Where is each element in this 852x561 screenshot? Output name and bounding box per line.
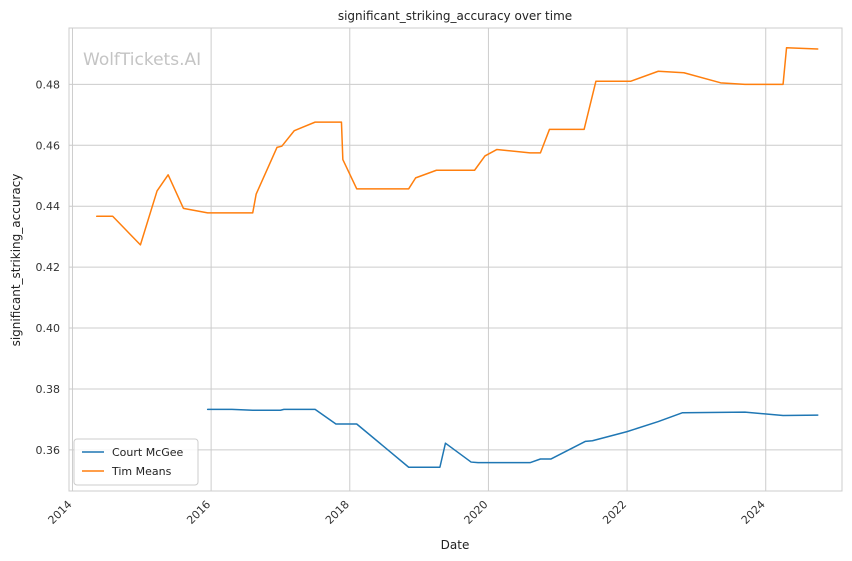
grid bbox=[69, 28, 842, 491]
y-tick-label: 0.42 bbox=[36, 261, 61, 274]
y-tick-label: 0.44 bbox=[36, 200, 61, 213]
y-axis-title: significant_striking_accuracy bbox=[9, 174, 23, 347]
x-tick-label: 2018 bbox=[323, 498, 352, 527]
x-tick-label: 2022 bbox=[600, 498, 629, 527]
plot-frame bbox=[68, 27, 843, 492]
y-tick-label: 0.48 bbox=[36, 78, 61, 91]
y-tick-labels: 0.36 0.38 0.40 0.42 0.44 0.46 0.48 bbox=[36, 78, 61, 457]
legend: Court McGee Tim Means bbox=[73, 438, 199, 486]
y-tick-label: 0.36 bbox=[36, 444, 61, 457]
legend-label-court-mcgee: Court McGee bbox=[112, 446, 184, 459]
x-tick-labels: 2014 2016 2018 2020 2022 2024 bbox=[46, 498, 768, 527]
plot-area bbox=[69, 28, 842, 491]
chart-title: significant_striking_accuracy over time bbox=[338, 9, 572, 23]
x-tick-label: 2020 bbox=[462, 498, 491, 527]
legend-box bbox=[73, 438, 199, 486]
series-lines bbox=[95, 47, 819, 468]
x-tick-label: 2016 bbox=[184, 498, 213, 527]
series-line-court-mcgee bbox=[206, 408, 819, 468]
y-tick-label: 0.46 bbox=[36, 139, 61, 152]
legend-label-tim-means: Tim Means bbox=[111, 465, 172, 478]
x-tick-label: 2014 bbox=[46, 498, 75, 527]
y-tick-label: 0.38 bbox=[36, 383, 61, 396]
y-tick-label: 0.40 bbox=[36, 322, 61, 335]
watermark: WolfTickets.AI bbox=[83, 50, 201, 70]
x-tick-label: 2024 bbox=[739, 498, 768, 527]
x-axis-title: Date bbox=[441, 538, 470, 552]
series-line-tim-means bbox=[95, 47, 819, 246]
